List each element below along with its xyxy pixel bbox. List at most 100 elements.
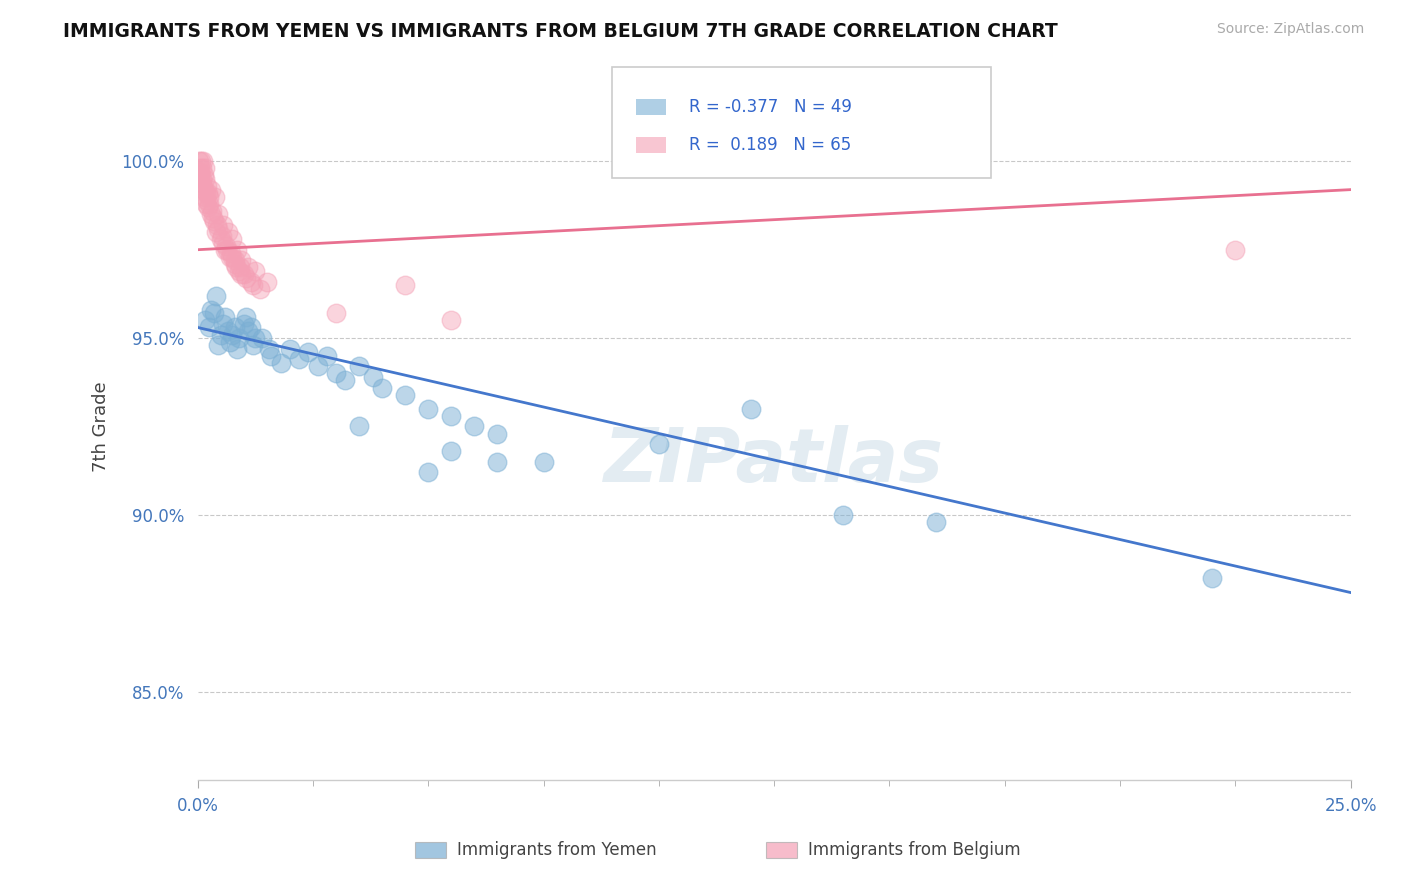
Point bbox=[200, 207, 222, 221]
Point bbox=[361, 370, 384, 384]
Point bbox=[418, 401, 440, 416]
Point bbox=[249, 282, 271, 296]
Point bbox=[190, 154, 212, 169]
Point bbox=[188, 154, 211, 169]
Point bbox=[315, 349, 337, 363]
Point bbox=[325, 367, 347, 381]
Point bbox=[225, 342, 247, 356]
Text: Immigrants from Belgium: Immigrants from Belgium bbox=[808, 841, 1021, 859]
Point bbox=[202, 214, 225, 228]
Point bbox=[347, 359, 370, 374]
Point bbox=[235, 310, 257, 324]
Text: R =  0.189   N = 65: R = 0.189 N = 65 bbox=[689, 136, 851, 154]
Point bbox=[202, 306, 225, 320]
Point bbox=[245, 331, 267, 345]
Point bbox=[219, 246, 242, 260]
Point bbox=[205, 225, 228, 239]
Point bbox=[219, 250, 242, 264]
Point bbox=[235, 271, 257, 285]
Point bbox=[225, 243, 247, 257]
Point bbox=[270, 356, 292, 370]
Point bbox=[214, 243, 236, 257]
Point bbox=[209, 327, 232, 342]
Text: ZIPatlas: ZIPatlas bbox=[605, 425, 945, 499]
Point bbox=[242, 278, 264, 293]
Point bbox=[418, 466, 440, 480]
Text: Source: ZipAtlas.com: Source: ZipAtlas.com bbox=[1216, 22, 1364, 37]
Point bbox=[533, 455, 555, 469]
Point bbox=[193, 169, 215, 183]
Point bbox=[347, 419, 370, 434]
Point bbox=[191, 179, 214, 194]
Point bbox=[211, 235, 233, 250]
Point bbox=[198, 320, 221, 334]
Point bbox=[278, 342, 301, 356]
Point bbox=[238, 260, 260, 275]
Point bbox=[193, 154, 215, 169]
Point bbox=[297, 345, 319, 359]
Point bbox=[256, 275, 278, 289]
Point bbox=[191, 161, 214, 176]
Point bbox=[394, 387, 416, 401]
Point bbox=[217, 225, 239, 239]
Point bbox=[832, 508, 855, 522]
Point bbox=[288, 352, 311, 367]
Point bbox=[193, 183, 215, 197]
Point bbox=[440, 444, 463, 458]
Point bbox=[238, 324, 260, 338]
Point bbox=[207, 221, 229, 235]
Point bbox=[195, 193, 218, 207]
Point bbox=[257, 342, 280, 356]
Point bbox=[194, 186, 217, 201]
Text: Immigrants from Yemen: Immigrants from Yemen bbox=[457, 841, 657, 859]
Point bbox=[394, 278, 416, 293]
Point bbox=[207, 338, 229, 352]
Point bbox=[245, 264, 267, 278]
Point bbox=[440, 409, 463, 423]
Point bbox=[463, 419, 485, 434]
Point bbox=[221, 327, 243, 342]
Point bbox=[440, 313, 463, 327]
Point bbox=[219, 334, 242, 349]
Point bbox=[239, 275, 262, 289]
Point bbox=[225, 260, 247, 275]
Point bbox=[200, 302, 222, 317]
Point bbox=[229, 260, 252, 275]
Point bbox=[205, 288, 228, 302]
Point bbox=[197, 196, 219, 211]
Text: IMMIGRANTS FROM YEMEN VS IMMIGRANTS FROM BELGIUM 7TH GRADE CORRELATION CHART: IMMIGRANTS FROM YEMEN VS IMMIGRANTS FROM… bbox=[63, 22, 1059, 41]
Point bbox=[205, 218, 228, 232]
Point bbox=[250, 331, 273, 345]
Point bbox=[224, 320, 246, 334]
Point bbox=[212, 218, 235, 232]
Point bbox=[215, 239, 238, 253]
Point bbox=[242, 338, 264, 352]
Point bbox=[217, 243, 239, 257]
Point bbox=[325, 306, 347, 320]
Point bbox=[194, 172, 217, 186]
Y-axis label: 7th Grade: 7th Grade bbox=[93, 381, 110, 472]
Point bbox=[740, 401, 762, 416]
Point bbox=[201, 203, 224, 218]
Point bbox=[217, 324, 239, 338]
Point bbox=[224, 253, 246, 268]
Point bbox=[202, 211, 225, 225]
Point bbox=[486, 426, 509, 441]
Point bbox=[239, 320, 262, 334]
Point bbox=[228, 331, 250, 345]
Point bbox=[197, 200, 219, 214]
Point bbox=[214, 310, 236, 324]
Point bbox=[228, 264, 250, 278]
Point bbox=[486, 455, 509, 469]
Point bbox=[307, 359, 329, 374]
Point bbox=[197, 186, 219, 201]
Point bbox=[212, 317, 235, 331]
Point bbox=[194, 190, 217, 204]
Point bbox=[209, 232, 232, 246]
Point bbox=[200, 183, 222, 197]
Point bbox=[194, 196, 217, 211]
Point bbox=[211, 228, 233, 243]
Point bbox=[204, 190, 226, 204]
Point bbox=[221, 232, 243, 246]
Point bbox=[924, 515, 946, 529]
